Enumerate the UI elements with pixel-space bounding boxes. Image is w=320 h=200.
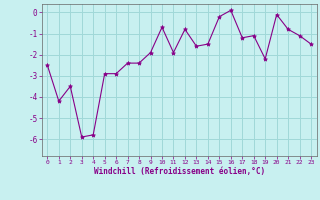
X-axis label: Windchill (Refroidissement éolien,°C): Windchill (Refroidissement éolien,°C)	[94, 167, 265, 176]
